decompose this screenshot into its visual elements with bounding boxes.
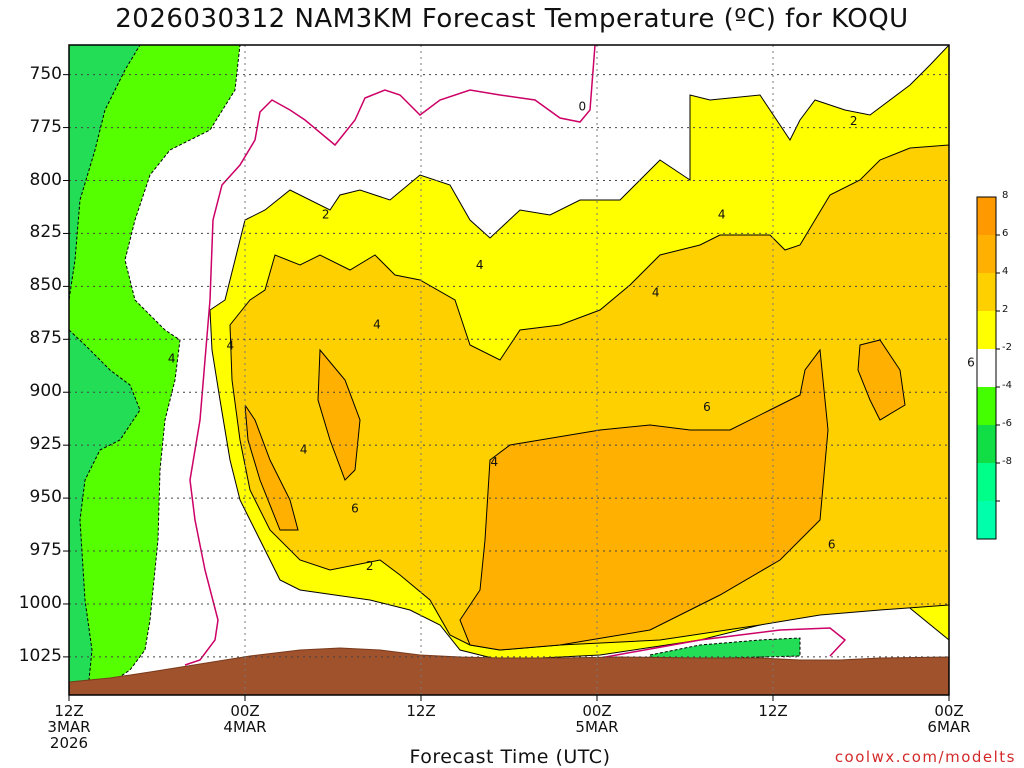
y-tick-label: 775: [29, 116, 62, 137]
contour-label: 4: [476, 258, 484, 272]
colorbar-label: -2: [1002, 342, 1012, 353]
y-tick-label: 925: [29, 434, 62, 455]
colorbar-label: 6: [1002, 228, 1009, 239]
x-tick-label: 00Z 4MAR: [223, 702, 267, 736]
contour-label: 4: [373, 317, 381, 331]
colorbar-segment: [977, 273, 996, 311]
colorbar-label: 8: [1002, 190, 1009, 201]
y-tick-label: 1025: [18, 645, 62, 666]
terrain: [69, 647, 949, 695]
warm-region-6: [459, 348, 829, 651]
zero-isotherm-surface: [599, 627, 847, 659]
colorbar-label: 2: [1002, 304, 1009, 315]
warm-region-6-small-a: [317, 348, 361, 481]
contour-label: 0: [579, 99, 587, 113]
contour-label: 6: [828, 538, 836, 552]
contour-label: 2: [322, 207, 330, 221]
y-tick-label: 800: [29, 169, 62, 190]
zero-isotherm: [184, 45, 596, 666]
y-tick-label: 750: [29, 63, 62, 84]
warm-region-6-small-b: [857, 339, 906, 421]
y-tick-label: 950: [29, 487, 62, 508]
colorbar-label: 4: [1002, 266, 1009, 277]
colorbar: [976, 196, 1000, 540]
contour-label: 2: [366, 559, 374, 573]
colorbar-segment: [977, 197, 996, 235]
chart-title: 2026030312 NAM3KM Forecast Temperature (…: [115, 4, 909, 34]
colorbar-segment: [977, 349, 996, 387]
colorbar-frame: [976, 196, 997, 540]
contour-label: 4: [718, 207, 726, 221]
colorbar-label: -8: [1002, 456, 1012, 467]
colorbar-segment: [977, 463, 996, 501]
plot-frame: [68, 44, 950, 696]
warm-region-6-small-c: [244, 404, 299, 531]
y-tick-label: 900: [29, 381, 62, 402]
x-tick-label: 12Z: [758, 702, 788, 720]
y-tick-label: 975: [29, 540, 62, 561]
y-tick-label: 875: [29, 328, 62, 349]
y-tick-label: 1000: [18, 592, 62, 613]
contour-label: 4: [652, 286, 660, 300]
colorbar-segment: [977, 501, 996, 539]
y-tick-label: 825: [29, 222, 62, 243]
contour-label: 4: [227, 339, 235, 353]
x-tick-label: 00Z 5MAR: [575, 702, 619, 736]
contour-label: 6: [967, 356, 975, 370]
contour-label: 4: [491, 455, 499, 469]
colorbar-label: -6: [1002, 418, 1012, 429]
cold-region-minus4: [69, 45, 241, 691]
grid: [69, 45, 949, 695]
colorbar-segment: [977, 425, 996, 463]
colorbar-segment: [977, 387, 996, 425]
contour-label: 4: [168, 351, 176, 365]
x-tick-label: 12Z: [406, 702, 436, 720]
x-tick-label: 00Z 6MAR: [927, 702, 971, 736]
contour-label: 6: [351, 502, 359, 516]
x-tick-label: 12Z 3MAR 2026: [47, 702, 91, 752]
contour-label: 6: [703, 400, 711, 414]
credit-text: coolwx.com/modelts: [834, 748, 1016, 766]
x-axis-label: Forecast Time (UTC): [409, 746, 611, 768]
cold-pocket-surface: [649, 637, 801, 661]
colorbar-segment: [977, 235, 996, 273]
contour-label: 4: [300, 442, 308, 456]
y-tick-label: 850: [29, 275, 62, 296]
colorbar-segment: [977, 311, 996, 349]
colorbar-label: -4: [1002, 380, 1012, 391]
contour-label: 2: [850, 114, 858, 128]
contour-labels: 0 2 2 2 4 4 4 4 4 4 4 4 6 6 6 6: [168, 99, 975, 573]
y-tick-marks: [63, 74, 950, 701]
